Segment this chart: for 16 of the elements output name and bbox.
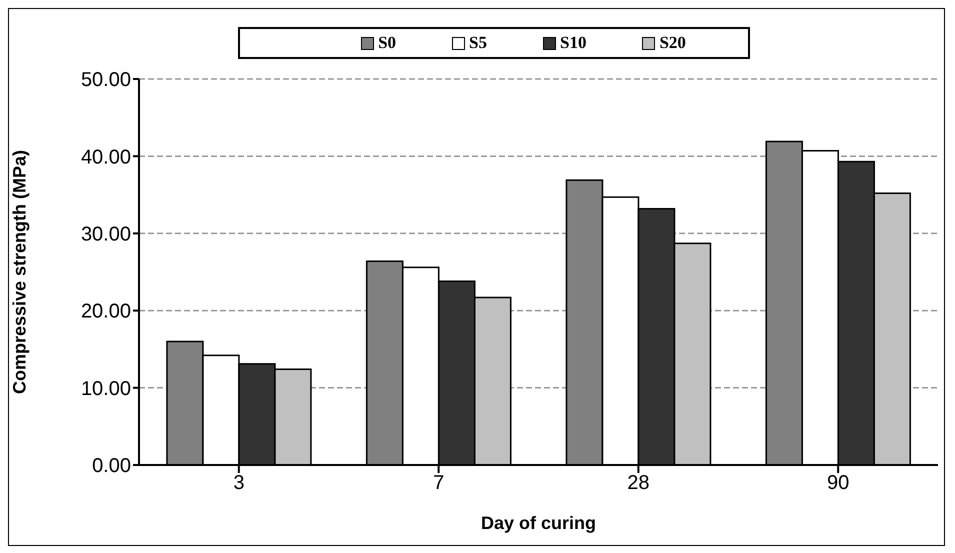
legend-label: S0 [378, 33, 396, 53]
x-tick-label: 3 [233, 472, 244, 494]
x-tick-label: 28 [627, 472, 650, 494]
x-tick-label: 7 [433, 472, 444, 494]
y-tick-label: 40.00 [80, 146, 131, 168]
legend-label: S5 [469, 33, 487, 53]
x-tick-label: 90 [827, 472, 850, 494]
y-tick-label: 20.00 [80, 300, 131, 323]
legend-label: S10 [560, 33, 586, 53]
y-tick-label: 50.00 [80, 69, 131, 92]
y-tick-label: 0.00 [92, 455, 131, 478]
legend-label: S20 [659, 33, 686, 53]
x-axis-title: Day of curing [480, 513, 596, 533]
y-tick-label: 10.00 [80, 378, 131, 400]
y-axis-title: Compressive strength (MPa) [9, 150, 30, 394]
y-tick-label: 30.00 [80, 224, 131, 246]
